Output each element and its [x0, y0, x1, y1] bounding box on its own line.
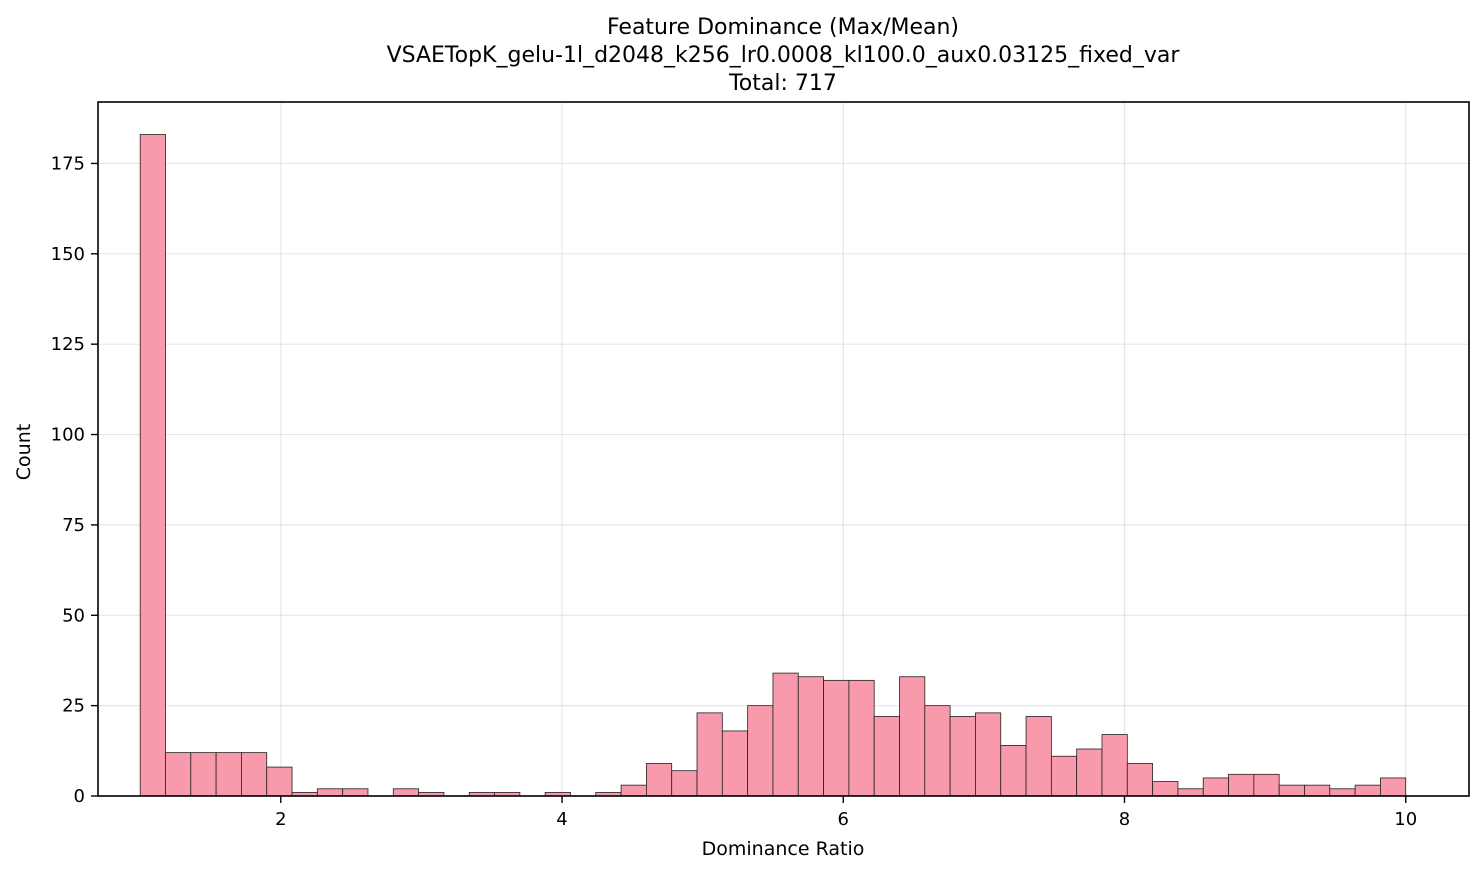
- histogram-bar: [772, 672, 799, 797]
- histogram-bar: [1304, 784, 1331, 797]
- histogram-bar: [848, 679, 875, 797]
- x-tick-label: 8: [1119, 809, 1130, 830]
- y-tick-label: 0: [74, 786, 85, 807]
- y-tick-label: 125: [51, 334, 85, 355]
- histogram-bar: [671, 770, 698, 797]
- histogram-bar: [646, 763, 673, 797]
- plot-frame: [97, 101, 1470, 797]
- histogram-bar: [1101, 734, 1128, 797]
- chart-total-label: Total: 717: [728, 71, 837, 96]
- x-tick-label: 2: [275, 809, 286, 830]
- histogram-bar: [139, 134, 166, 797]
- histogram-bar: [899, 676, 926, 797]
- histogram-bar: [1152, 781, 1179, 797]
- histogram-bar: [873, 716, 900, 797]
- histogram-bar: [747, 705, 774, 797]
- histogram-bar: [823, 679, 850, 797]
- histogram-bar: [1050, 755, 1078, 797]
- histogram-bar: [949, 716, 976, 797]
- histogram-bar: [1202, 777, 1229, 797]
- histogram-bar: [1126, 763, 1154, 797]
- histogram-bar: [1228, 773, 1255, 797]
- histogram-bar: [797, 676, 824, 797]
- y-tick-label: 25: [62, 696, 85, 717]
- histogram-bar: [1025, 716, 1052, 797]
- histogram-bar: [241, 752, 268, 797]
- y-tick-label: 100: [51, 425, 85, 446]
- histogram-bar: [165, 752, 192, 797]
- histogram-bar: [342, 788, 369, 797]
- histogram-bar: [1380, 777, 1407, 797]
- histogram-bar: [392, 788, 420, 797]
- histogram-bar: [1076, 748, 1103, 797]
- histogram-bar: [1177, 788, 1204, 797]
- histogram-bar: [620, 784, 647, 797]
- x-axis-label: Dominance Ratio: [702, 838, 865, 860]
- histogram-bar: [190, 752, 217, 797]
- y-axis-label: Count: [13, 424, 35, 480]
- chart-subtitle: VSAETopK_gelu-1l_d2048_k256_lr0.0008_kl1…: [387, 43, 1181, 68]
- histogram-bar: [1278, 784, 1305, 797]
- histogram-bars: [139, 134, 1407, 797]
- histogram-bar: [1253, 773, 1280, 797]
- histogram-bar: [975, 712, 1002, 797]
- histogram-bar: [1000, 744, 1027, 797]
- x-tick-label: 10: [1394, 809, 1417, 830]
- y-tick-label: 175: [51, 153, 85, 174]
- histogram-bar: [696, 712, 723, 797]
- y-tick-label: 50: [62, 605, 85, 626]
- histogram-bar: [1354, 784, 1381, 797]
- histogram-bar: [215, 752, 242, 797]
- x-tick-label: 6: [838, 809, 849, 830]
- histogram-bar: [924, 705, 951, 797]
- histogram-bar: [1329, 788, 1356, 797]
- chart-title: Feature Dominance (Max/Mean): [607, 15, 959, 40]
- histogram-bar: [316, 788, 344, 797]
- x-tick-label: 4: [556, 809, 567, 830]
- y-tick-label: 75: [62, 515, 85, 536]
- histogram-bar: [266, 766, 293, 797]
- y-tick-label: 150: [51, 244, 85, 265]
- histogram-bar: [721, 730, 749, 797]
